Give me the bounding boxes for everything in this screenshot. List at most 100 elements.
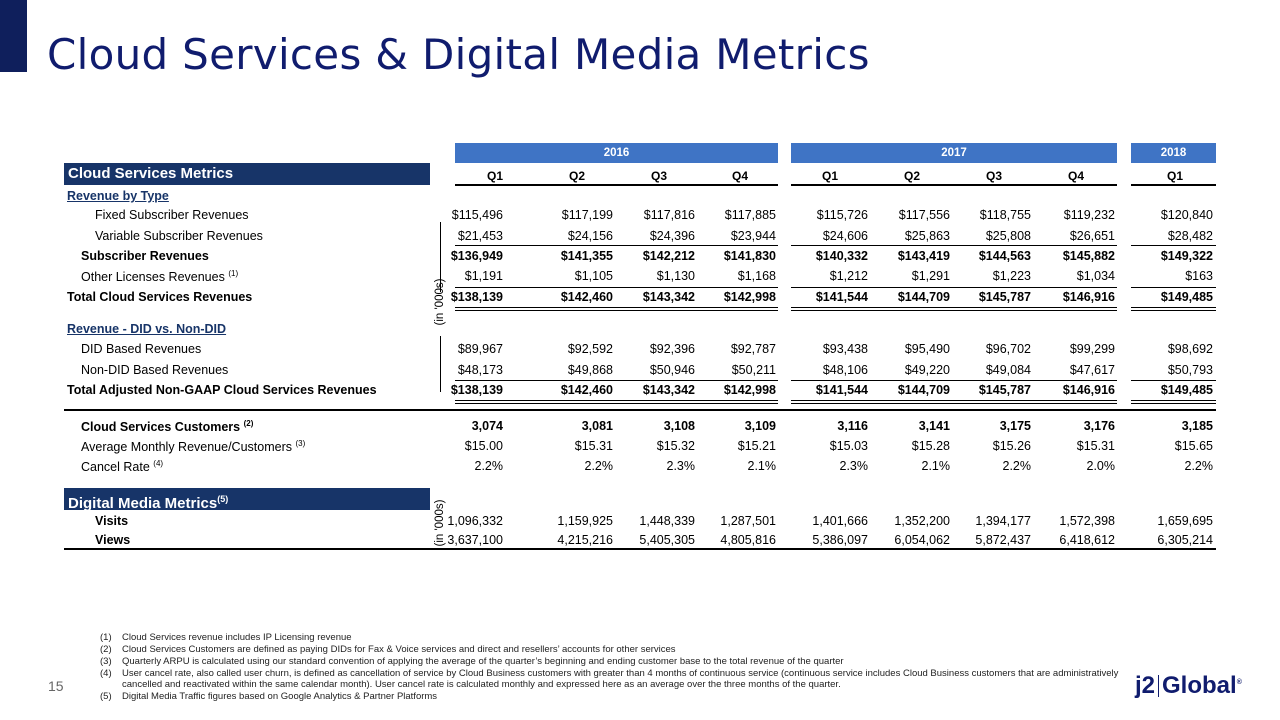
- fixed-subscriber-value: $118,755: [979, 208, 1031, 222]
- fixed-subscriber-value: $117,199: [561, 208, 613, 222]
- non-did-revenues-value: $49,868: [567, 363, 613, 377]
- adjusted-double-rule: [455, 400, 778, 404]
- arpu-value: $15.65: [1174, 439, 1213, 453]
- total-double-rule: [455, 307, 778, 311]
- other-licenses-value: $1,130: [656, 269, 695, 283]
- digital-bottom-rule: [64, 548, 1216, 550]
- cancel-rate-value: 2.0%: [1086, 459, 1116, 473]
- footnote-ref-1: (1): [228, 269, 239, 278]
- digital-media-metrics-header: Digital Media Metrics(5): [64, 488, 430, 512]
- did-revenues-value: $92,787: [730, 342, 776, 356]
- footnote-number: (2): [100, 644, 112, 655]
- footnote-text: Cloud Services Customers are defined as …: [122, 644, 676, 655]
- variable-subscriber-value: $24,156: [567, 229, 613, 243]
- cloud-services-metrics-header: Cloud Services Metrics: [64, 163, 430, 185]
- quarter-header-1: Q2: [568, 169, 585, 183]
- subtotal-rule: [455, 245, 778, 246]
- page-number: 15: [48, 678, 64, 694]
- other-licenses-text: Other Licenses Revenues: [81, 270, 225, 285]
- subscriber-revenues-label: Subscriber Revenues: [81, 249, 209, 263]
- arpu-value: $15.28: [911, 439, 950, 453]
- adjusted-total-value: $142,460: [560, 383, 613, 397]
- adjusted-total-value: $145,787: [978, 383, 1031, 397]
- visits-value: 1,572,398: [1059, 514, 1115, 528]
- did-revenues-label: DID Based Revenues: [81, 342, 202, 356]
- subscriber-revenues-value: $141,355: [560, 249, 613, 263]
- footnote-ref-4: (4): [153, 459, 164, 468]
- arpu-value: $15.00: [464, 439, 503, 453]
- views-label: Views: [95, 533, 131, 547]
- subscriber-revenues-value: $149,322: [1160, 249, 1213, 263]
- fixed-subscriber-value: $117,885: [724, 208, 776, 222]
- total-cloud-revenues-value: $138,139: [450, 290, 503, 304]
- visits-value: 1,159,925: [557, 514, 613, 528]
- digital-unit-label: (in '000s): [434, 499, 446, 547]
- subscriber-revenues-value: $136,949: [450, 249, 503, 263]
- visits-value: 1,352,200: [894, 514, 950, 528]
- footnote-text: Quarterly ARPU is calculated using our s…: [122, 656, 844, 667]
- total-cloud-revenues-value: $149,485: [1160, 290, 1213, 304]
- visits-value: 1,448,339: [639, 514, 695, 528]
- visits-value: 1,287,501: [720, 514, 776, 528]
- views-value: 6,418,612: [1059, 533, 1115, 547]
- other-licenses-value: $1,191: [464, 269, 503, 283]
- logo-global: Global: [1162, 672, 1237, 699]
- cancel-rate-value: 2.3%: [839, 459, 869, 473]
- footnote-ref-2: (2): [243, 419, 254, 428]
- subtotal-rule: [1131, 245, 1216, 246]
- arpu-value: $15.32: [656, 439, 695, 453]
- adjusted-total-value: $141,544: [815, 383, 868, 397]
- cloud-customers-value: 3,081: [581, 419, 613, 433]
- footnote-text: Cloud Services revenue includes IP Licen…: [122, 632, 352, 643]
- header-rule-2016: [455, 184, 778, 186]
- views-value: 6,054,062: [894, 533, 950, 547]
- other-licenses-value: $1,105: [574, 269, 613, 283]
- did-revenues-value: $96,702: [985, 342, 1031, 356]
- cloud-customers-value: 3,109: [744, 419, 776, 433]
- cloud-customers-value: 3,185: [1181, 419, 1213, 433]
- cloud-customers-value: 3,116: [837, 419, 868, 433]
- fixed-subscriber-value: $115,726: [816, 208, 868, 222]
- title-accent-bar: [0, 0, 27, 72]
- cloud-customers-value: 3,074: [471, 419, 503, 433]
- year-band-2017: 2017: [791, 143, 1117, 163]
- did-revenues-value: $92,592: [567, 342, 613, 356]
- quarter-header-4: Q1: [821, 169, 838, 183]
- variable-subscriber-value: $21,453: [457, 229, 503, 243]
- total-top-rule: [1131, 287, 1216, 288]
- cancel-rate-value: 2.3%: [666, 459, 696, 473]
- quarter-header-7: Q4: [1067, 169, 1084, 183]
- subtotal-rule: [791, 245, 1117, 246]
- non-did-revenues-value: $50,211: [731, 363, 776, 377]
- quarter-header-0: Q1: [486, 169, 503, 183]
- unit-bracket-bottom: [440, 336, 441, 392]
- did-revenues-value: $93,438: [822, 342, 868, 356]
- arpu-value: $15.31: [1076, 439, 1115, 453]
- other-licenses-value: $163: [1185, 269, 1213, 283]
- subscriber-revenues-value: $144,563: [978, 249, 1031, 263]
- views-value: 3,637,100: [447, 533, 503, 547]
- other-licenses-value: $1,168: [737, 269, 776, 283]
- total-cloud-revenues-value: $142,460: [560, 290, 613, 304]
- subscriber-revenues-value: $143,419: [897, 249, 950, 263]
- visits-value: 1,659,695: [1157, 514, 1213, 528]
- quarter-header-8: Q1: [1166, 169, 1183, 183]
- revenue-by-type-heading: Revenue by Type: [67, 189, 169, 203]
- non-did-revenues-value: $50,793: [1167, 363, 1213, 377]
- did-revenues-value: $89,967: [457, 342, 503, 356]
- fixed-subscriber-value: $117,556: [898, 208, 950, 222]
- other-licenses-value: $1,212: [829, 269, 868, 283]
- logo-registered-mark: ®: [1236, 679, 1242, 686]
- year-band-2016: 2016: [455, 143, 778, 163]
- header-rule-2018: [1131, 184, 1216, 186]
- fixed-subscriber-value: $115,496: [451, 208, 503, 222]
- other-licenses-value: $1,291: [911, 269, 950, 283]
- cloud-customers-text: Cloud Services Customers: [81, 420, 241, 435]
- adjusted-top-rule: [791, 380, 1117, 381]
- cancel-rate-text: Cancel Rate: [81, 460, 150, 475]
- non-did-revenues-label: Non-DID Based Revenues: [81, 363, 229, 377]
- cancel-rate-value: 2.1%: [747, 459, 777, 473]
- footnote-text: User cancel rate, also called user churn…: [122, 668, 1119, 690]
- digital-header-label: Digital Media Metrics: [68, 495, 218, 512]
- adjusted-double-rule: [791, 400, 1117, 404]
